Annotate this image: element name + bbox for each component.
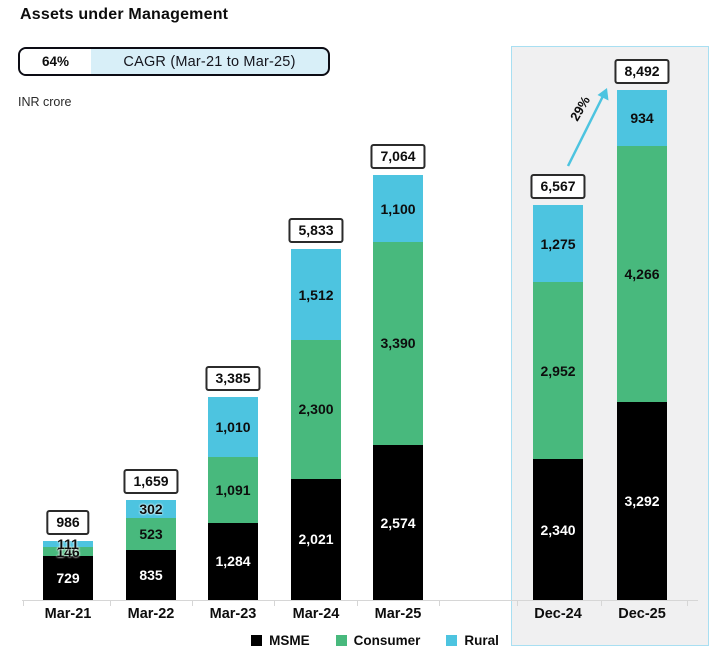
segment-value-label: 146 — [56, 543, 80, 560]
growth-arrow-icon — [566, 88, 609, 167]
segment-consumer: 523 — [126, 518, 176, 550]
segment-value-label: 2,021 — [298, 531, 334, 548]
legend-label: Consumer — [353, 633, 421, 648]
segment-value-label: 1,091 — [215, 482, 251, 499]
bar-mar-22: 835 523 302 — [126, 500, 176, 600]
segment-consumer: 2,952 — [533, 281, 583, 460]
segment-consumer: 4,266 — [617, 145, 667, 403]
legend-label: Rural — [464, 633, 499, 648]
segment-value-label: 934 — [630, 109, 654, 126]
segment-consumer: 2,300 — [291, 340, 341, 479]
segment-rural: 1,512 — [291, 249, 341, 341]
segment-msme: 2,340 — [533, 459, 583, 600]
cagr-period-label: CAGR (Mar-21 to Mar-25) — [123, 53, 296, 70]
total-label-mar-22: 1,659 — [123, 469, 179, 495]
axis-tick — [274, 600, 275, 606]
segment-consumer: 3,390 — [373, 241, 423, 446]
segment-value-label: 3,390 — [380, 335, 416, 352]
x-axis-label-mar-24: Mar-24 — [292, 606, 340, 622]
bar-dec-24: 2,340 2,952 1,275 — [533, 205, 583, 600]
legend-item-rural: Rural — [446, 633, 499, 648]
total-label-mar-25: 7,064 — [370, 144, 426, 170]
x-axis-label-dec-24: Dec-24 — [534, 606, 582, 622]
x-axis-label-mar-22: Mar-22 — [127, 606, 175, 622]
legend: MSME Consumer Rural — [14, 633, 722, 648]
segment-value-label: 2,300 — [298, 401, 334, 418]
segment-value-label: 1,284 — [215, 553, 251, 570]
x-axis-label-mar-25: Mar-25 — [374, 606, 422, 622]
segment-value-label: 3,292 — [624, 493, 660, 510]
total-label-dec-24: 6,567 — [530, 174, 586, 200]
segment-value-label: 302 — [139, 501, 163, 518]
x-axis-label-mar-21: Mar-21 — [44, 606, 92, 622]
cagr-value: 64% — [20, 49, 91, 74]
legend-swatch-consumer — [335, 635, 347, 646]
cagr-badge: 64% CAGR (Mar-21 to Mar-25) — [18, 47, 330, 76]
total-label-mar-23: 3,385 — [205, 365, 261, 391]
bar-mar-23: 1,284 1,091 1,010 — [208, 396, 258, 600]
legend-item-msme: MSME — [251, 633, 310, 648]
segment-msme: 2,574 — [373, 445, 423, 600]
total-label-mar-24: 5,833 — [288, 218, 344, 244]
legend-label: MSME — [269, 633, 310, 648]
bar-mar-21: 729 146 111 — [43, 537, 93, 600]
segment-value-label: 1,512 — [298, 286, 334, 303]
axis-tick — [439, 600, 440, 606]
segment-consumer: 146 — [43, 543, 93, 560]
total-label-dec-25: 8,492 — [614, 58, 670, 84]
segment-msme: 1,284 — [208, 522, 258, 600]
axis-tick — [357, 600, 358, 606]
bar-mar-25: 2,574 3,390 1,100 — [373, 175, 423, 600]
legend-item-consumer: Consumer — [335, 633, 421, 648]
axis-unit-label: INR crore — [18, 95, 72, 109]
segment-value-label: 835 — [139, 566, 163, 583]
axis-tick — [687, 600, 688, 606]
axis-tick — [192, 600, 193, 606]
axis-tick — [23, 600, 24, 606]
segment-msme: 2,021 — [291, 478, 341, 600]
axis-tick — [517, 600, 518, 606]
segment-value-label: 111 — [57, 536, 79, 553]
segment-value-label: 729 — [56, 570, 80, 587]
segment-rural: 934 — [617, 89, 667, 146]
segment-rural: 1,010 — [208, 396, 258, 458]
segment-rural: 111 — [43, 537, 93, 551]
axis-tick — [110, 600, 111, 606]
segment-value-label: 2,574 — [380, 514, 416, 531]
segment-msme: 729 — [43, 556, 93, 600]
segment-msme: 3,292 — [617, 402, 667, 600]
segment-rural: 1,100 — [373, 175, 423, 242]
segment-consumer: 1,091 — [208, 457, 258, 523]
page-title: Assets under Management — [20, 6, 229, 23]
legend-swatch-msme — [251, 635, 263, 646]
segment-value-label: 4,266 — [624, 265, 660, 282]
total-label-mar-21: 986 — [46, 509, 90, 535]
axis-tick — [601, 600, 602, 606]
segment-rural: 1,275 — [533, 205, 583, 282]
segment-rural: 302 — [126, 500, 176, 519]
segment-value-label: 2,952 — [540, 362, 576, 379]
segment-value-label: 1,275 — [540, 235, 576, 252]
segment-msme: 835 — [126, 549, 176, 600]
segment-value-label: 1,010 — [215, 418, 251, 435]
segment-value-label: 523 — [139, 526, 163, 543]
bar-dec-25: 3,292 4,266 934 — [617, 89, 667, 600]
segment-value-label: 1,100 — [380, 200, 416, 217]
x-axis-line — [22, 600, 698, 601]
x-axis-label-dec-25: Dec-25 — [618, 606, 666, 622]
legend-swatch-rural — [446, 635, 458, 646]
bar-mar-24: 2,021 2,300 1,512 — [291, 249, 341, 600]
segment-value-label: 2,340 — [540, 521, 576, 538]
x-axis-label-mar-23: Mar-23 — [209, 606, 257, 622]
